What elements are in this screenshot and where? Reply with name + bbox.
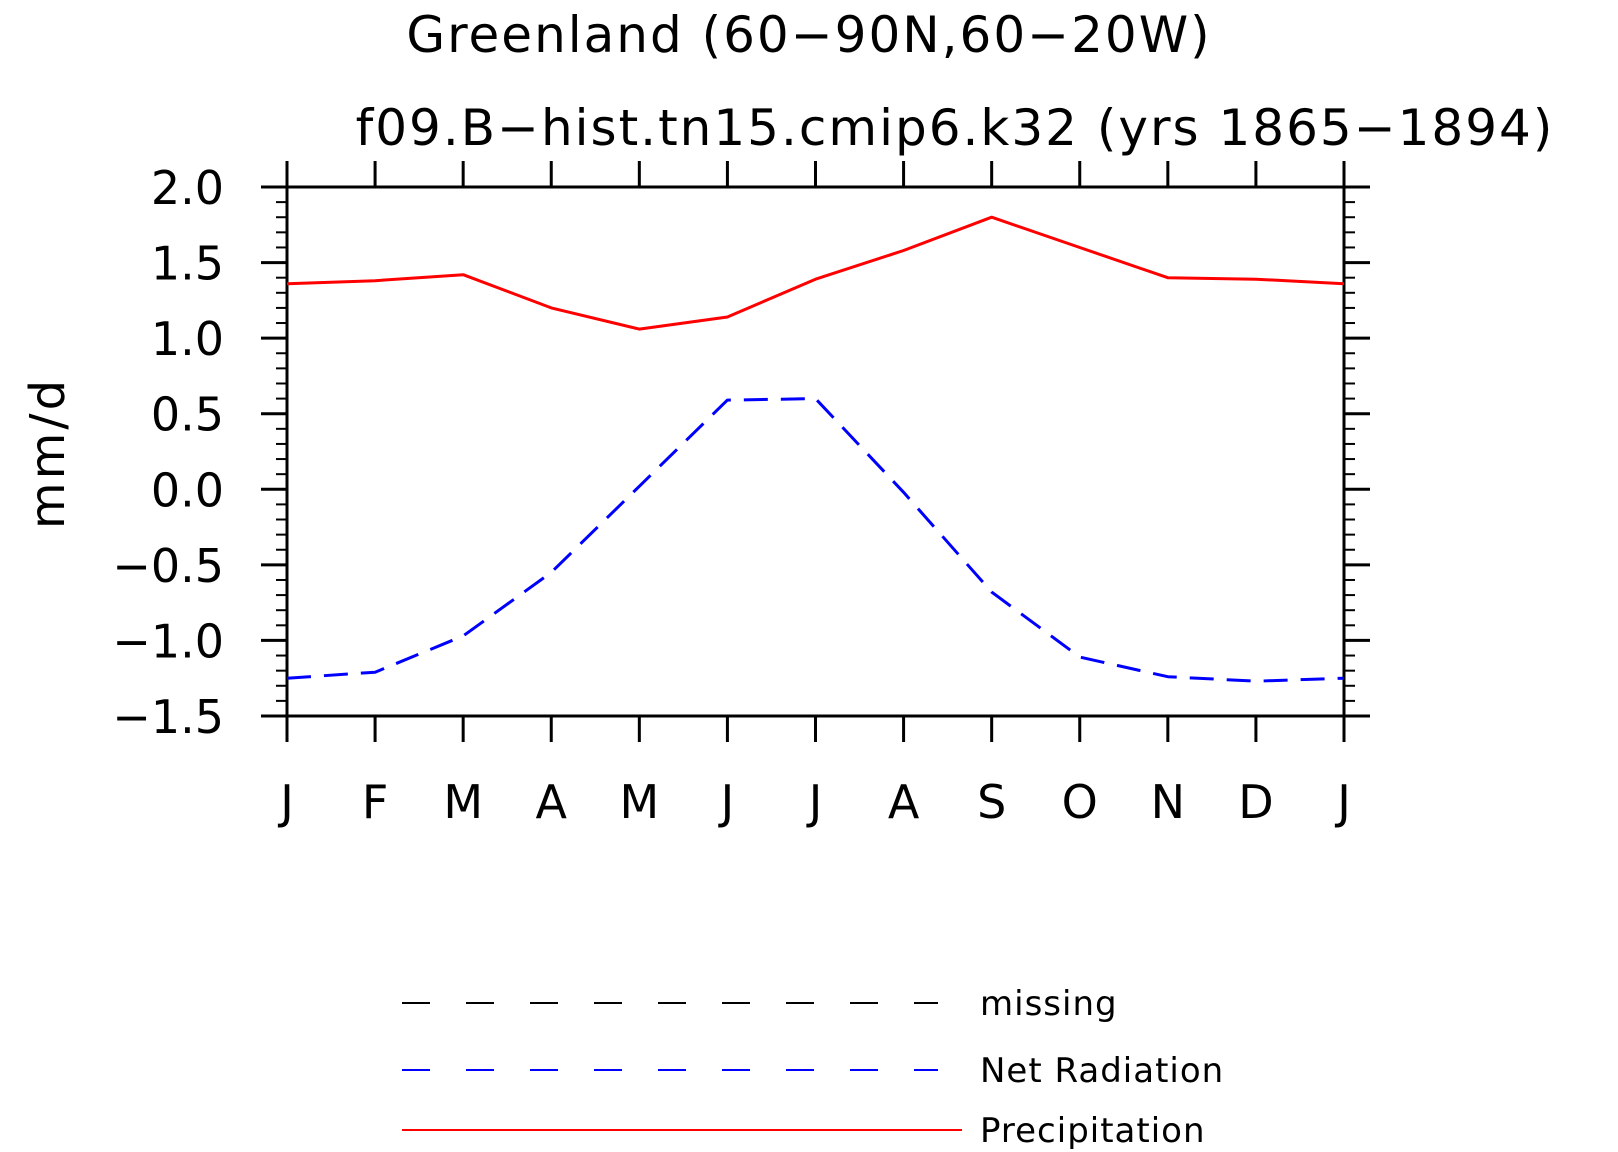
legend-label: Precipitation [980,1111,1206,1151]
x-tick-label: A [888,775,920,829]
y-tick-label: 1.5 [151,237,224,291]
x-tick-label: J [1334,775,1351,829]
x-tick-label: D [1238,775,1273,829]
x-tick-label: M [619,775,659,829]
x-tick-label: F [362,775,388,829]
y-tick-label: −1.5 [112,690,224,744]
x-tick-label: N [1151,775,1185,829]
plot-frame [285,185,1346,718]
legend-label: Net Radiation [980,1051,1224,1091]
y-tick-label: 0.0 [151,463,224,517]
y-tick-label: −1.0 [112,614,224,668]
y-tick-label: 0.5 [151,388,224,442]
series-line-net-radiation [286,397,1345,683]
series-line-precipitation [286,215,1345,331]
y-tick-label: −0.5 [112,539,224,593]
y-tick-label: 1.0 [151,312,224,366]
y-tick-label: 2.0 [151,161,224,215]
y-axis-label: mm/d [20,377,76,529]
series-lines [286,215,1345,683]
legend: missing Net Radiation Precipitation [402,984,1224,1151]
legend-label: missing [980,984,1118,1024]
chart-title: Greenland (60−90N,60−20W) [406,6,1211,64]
y-tick-labels: 2.0 1.5 1.0 0.5 0.0 −0.5 −1.0 −1.5 [112,161,224,744]
x-tick-label: J [806,775,823,829]
x-tick-label: O [1062,775,1098,829]
x-tick-label: S [977,775,1006,829]
x-tick-label: J [277,775,294,829]
x-tick-label: M [443,775,483,829]
chart-subtitle: f09.B−hist.tn15.cmip6.k32 (yrs 1865−1894… [356,99,1555,157]
x-tick-label: A [536,775,568,829]
x-tick-label: J [718,775,735,829]
axis-ticks [261,161,1370,742]
